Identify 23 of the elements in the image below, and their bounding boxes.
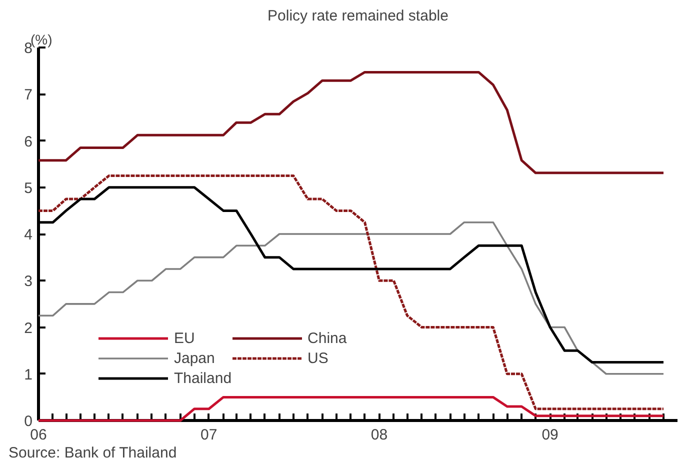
y-tick-label: 3	[24, 273, 32, 290]
legend-label: US	[308, 348, 328, 368]
y-tick-label: 0	[24, 413, 32, 430]
y-tick-label: 2	[24, 320, 32, 337]
x-tick-label: 09	[542, 426, 558, 444]
y-tick-label: 6	[24, 133, 32, 150]
x-tick-label: 08	[370, 426, 388, 444]
legend-label: Japan	[174, 348, 215, 368]
legend-label: Thailand	[174, 368, 232, 388]
y-tick-label: 5	[24, 180, 32, 197]
x-tick-label: 07	[200, 426, 218, 444]
chart-title: Policy rate remained stable	[268, 8, 448, 24]
y-tick-label: 8	[24, 40, 32, 57]
line-series	[37, 70, 665, 174]
y-axis-title: (%)	[30, 32, 52, 48]
y-tick-label: 4	[24, 226, 32, 244]
legend-label: China	[308, 328, 347, 348]
legend-label: EU	[174, 328, 195, 348]
y-tick-label: 1	[24, 366, 32, 384]
source-note: Source: Bank of Thailand	[8, 444, 177, 461]
x-tick-label: 06	[30, 426, 47, 444]
line-series	[37, 174, 665, 410]
y-tick-label: 7	[24, 86, 32, 104]
